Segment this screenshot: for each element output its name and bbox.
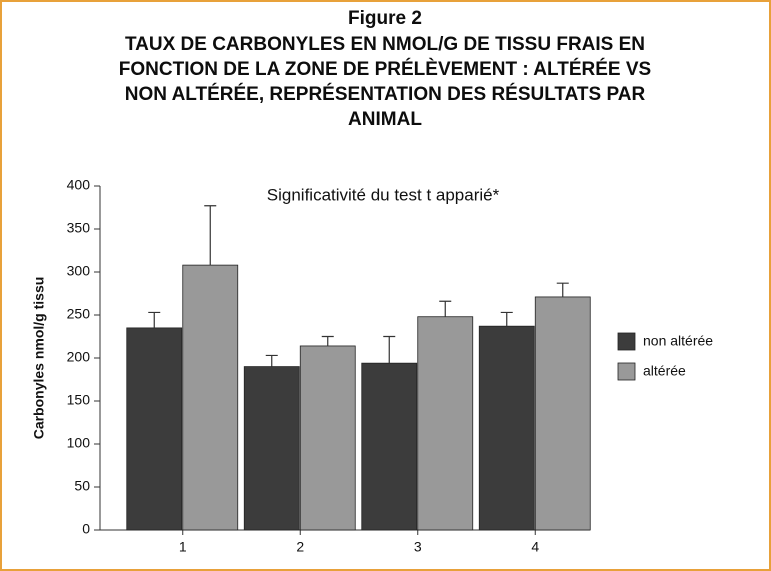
y-tick-label: 50: [74, 478, 90, 494]
error-bar: [383, 335, 396, 364]
error-bar: [321, 335, 334, 346]
error-bar: [265, 354, 278, 367]
bar: [126, 327, 183, 531]
legend-swatch: [617, 362, 636, 381]
chart-subtitle: FONCTION DE LA ZONE DE PRÉLÈVEMENT : ALT…: [119, 58, 651, 80]
chart-subtitle: NON ALTÉRÉE, REPRÉSENTATION DES RÉSULTAT…: [125, 83, 646, 105]
chart-subtitle: TAUX DE CARBONYLES EN NMOL/G DE TISSU FR…: [125, 34, 645, 55]
y-tick-label: 300: [67, 263, 91, 279]
x-tick-label: 4: [531, 539, 539, 555]
error-bar: [439, 300, 452, 317]
error-bar: [500, 311, 513, 327]
bar: [299, 345, 356, 531]
y-tick-label: 350: [67, 220, 91, 236]
bar: [417, 316, 474, 531]
y-tick-label: 100: [67, 435, 91, 451]
x-tick-label: 3: [414, 539, 422, 555]
bar: [534, 296, 591, 531]
y-tick-label: 200: [67, 349, 91, 365]
error-bar: [556, 282, 569, 297]
chart-subtitle: ANIMAL: [348, 109, 422, 130]
legend-swatch: [617, 332, 636, 351]
x-tick-label: 1: [179, 539, 187, 555]
bar: [361, 362, 418, 531]
y-axis-label: Carbonyles nmol/g tissu: [31, 277, 47, 440]
bar: [478, 325, 535, 531]
y-tick-label: 150: [67, 392, 91, 408]
y-tick-label: 0: [82, 521, 90, 537]
legend-label: non altérée: [643, 333, 713, 349]
error-bar: [204, 205, 217, 266]
bar: [243, 366, 300, 531]
error-bar: [148, 311, 161, 328]
chart-title: Figure 2: [348, 8, 422, 29]
annotation: Significativité du test t apparié*: [267, 185, 500, 204]
bar: [182, 264, 239, 531]
y-tick-label: 400: [67, 177, 91, 193]
legend-label: altérée: [643, 363, 686, 379]
x-tick-label: 2: [296, 539, 304, 555]
y-tick-label: 250: [67, 306, 91, 322]
